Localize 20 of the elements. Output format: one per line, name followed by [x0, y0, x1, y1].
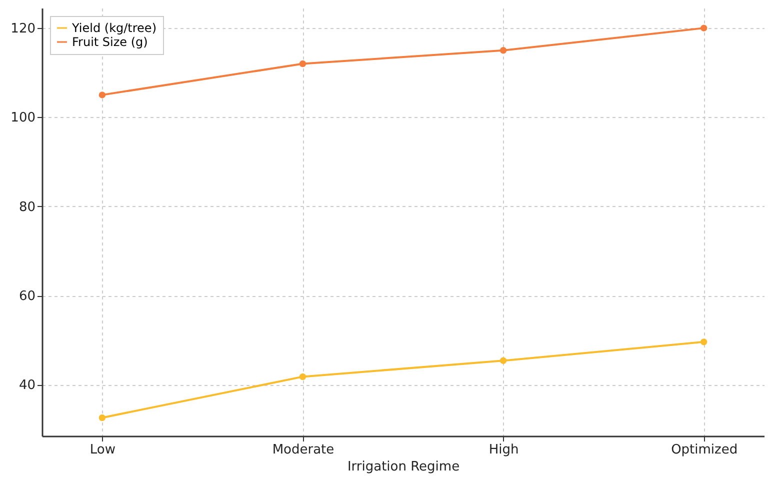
- point: [98, 92, 106, 98]
- x-tick-label: Moderate: [272, 442, 334, 458]
- y-tick-label: 60: [18, 289, 36, 304]
- point: [500, 357, 507, 364]
- x-tick-label: High: [488, 442, 519, 458]
- point: [500, 47, 507, 54]
- y-tick-label: 100: [10, 110, 36, 126]
- x-tick-label: Low: [90, 442, 116, 458]
- legend-label: Fruit Size (g): [72, 35, 148, 49]
- point: [98, 414, 106, 422]
- point: [700, 24, 708, 32]
- point: [299, 60, 306, 68]
- point: [700, 338, 708, 346]
- y-tick-label: 40: [18, 378, 36, 394]
- x-tick-label: Optimized: [671, 442, 738, 458]
- legend-label: Yield (kg/tree): [71, 21, 156, 35]
- y-tick-label: 80: [18, 200, 36, 215]
- x-axis-title: Irrigation Regime: [347, 460, 460, 474]
- point: [299, 373, 306, 380]
- y-tick-label: 120: [10, 22, 36, 37]
